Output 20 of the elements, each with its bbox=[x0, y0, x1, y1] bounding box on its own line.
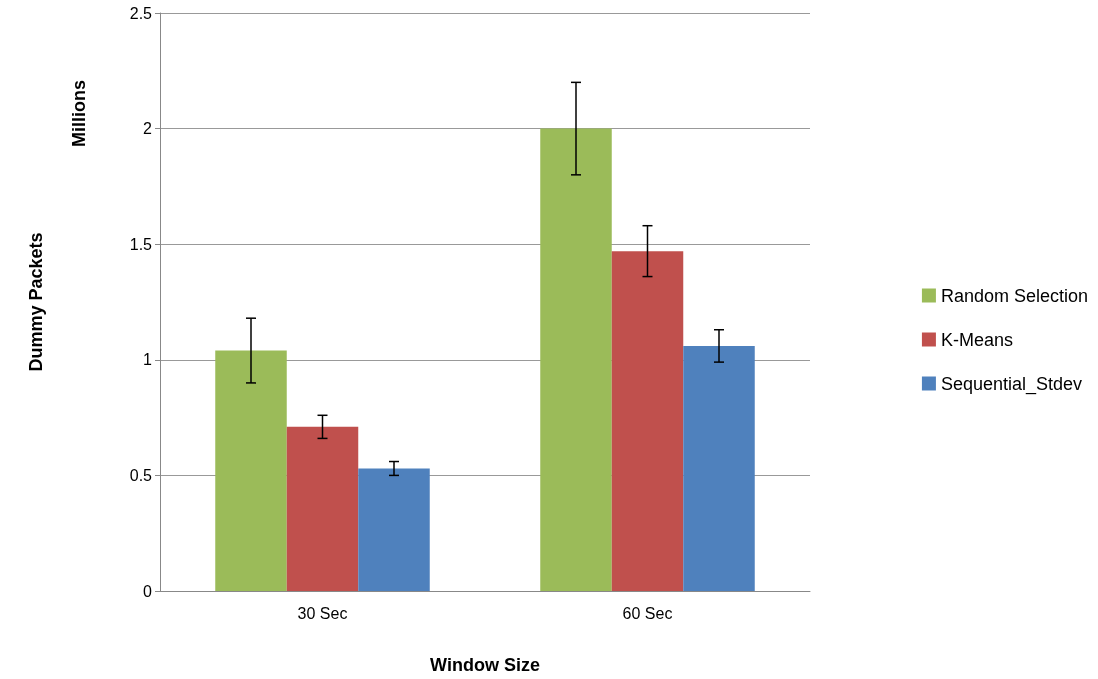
x-tick-label: 30 Sec bbox=[297, 604, 348, 622]
legend-label: Sequential_Stdev bbox=[940, 373, 1083, 395]
y-tick-label: 0 bbox=[143, 582, 153, 600]
text: Millions bbox=[69, 80, 89, 147]
y-tick-label: 0.5 bbox=[129, 466, 153, 484]
legend-label: Random Selection bbox=[940, 285, 1089, 306]
y-axis-title: Dummy Packets bbox=[26, 232, 46, 372]
y-tick-label: 1 bbox=[143, 351, 153, 369]
x-axis-title: Window Size bbox=[430, 655, 540, 675]
bar bbox=[215, 350, 287, 591]
y-tick-label: 1.5 bbox=[129, 235, 153, 253]
bar bbox=[611, 251, 684, 591]
bar bbox=[540, 128, 612, 591]
y-tick-label: 2 bbox=[143, 120, 153, 138]
y-tick-label: 2.5 bbox=[129, 4, 153, 22]
bar bbox=[358, 468, 430, 591]
bar bbox=[683, 345, 755, 591]
bar bbox=[286, 426, 359, 591]
legend-label: K-Means bbox=[940, 329, 1013, 350]
x-tick-label: 60 Sec bbox=[622, 604, 673, 622]
